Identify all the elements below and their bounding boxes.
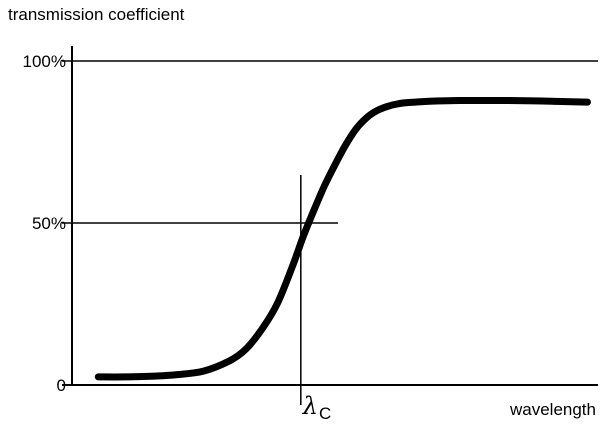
- lambda-subscript: C: [319, 404, 331, 423]
- transmission-curve: [94, 97, 591, 381]
- lambda-symbol: λ: [302, 392, 318, 420]
- y-tick-label: 0: [57, 376, 66, 395]
- y-tick-label: 50%: [32, 214, 66, 233]
- y-tick-labels: 100% 50% 0: [23, 52, 66, 395]
- cutoff-wavelength-label: λC: [302, 392, 332, 423]
- y-tick-label: 100%: [23, 52, 66, 71]
- y-axis-title: transmission coefficient: [8, 5, 185, 24]
- x-axis-title: wavelength: [509, 400, 596, 419]
